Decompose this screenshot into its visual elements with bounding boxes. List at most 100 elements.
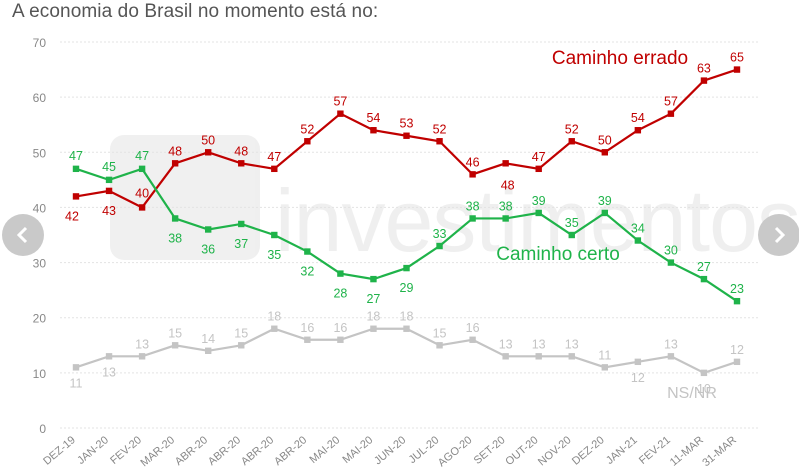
data-point — [502, 215, 509, 222]
x-tick-label: MAR-20 — [138, 434, 177, 469]
data-label: 18 — [267, 310, 281, 324]
data-point — [72, 165, 80, 173]
x-tick-label: SET-20 — [472, 434, 508, 467]
data-label: 63 — [697, 62, 711, 76]
data-point — [601, 209, 608, 217]
x-tick-label: ABR-20 — [206, 434, 243, 468]
data-label: 43 — [102, 204, 116, 218]
data-label: 13 — [664, 337, 678, 351]
data-point — [568, 353, 575, 360]
data-point — [634, 358, 642, 366]
chevron-right-icon — [774, 226, 786, 244]
data-point — [667, 110, 675, 117]
data-label: 10 — [697, 382, 711, 396]
data-label: 29 — [400, 281, 414, 295]
data-label: 12 — [730, 343, 744, 357]
data-label: 34 — [631, 222, 645, 236]
data-point — [502, 353, 509, 360]
data-point — [535, 165, 542, 173]
data-label: 39 — [598, 194, 612, 208]
x-tick-label: ABR-20 — [272, 434, 309, 468]
data-point — [171, 160, 179, 167]
data-point — [535, 209, 542, 217]
y-tick-label: 0 — [39, 422, 46, 436]
x-tick-label: NOV-20 — [536, 434, 574, 468]
data-point — [238, 220, 245, 228]
data-point — [403, 264, 410, 272]
data-label: 65 — [730, 51, 744, 65]
data-point — [733, 358, 741, 366]
series-name-label: Caminho errado — [552, 48, 688, 69]
data-point — [634, 127, 642, 134]
data-point — [205, 226, 212, 233]
x-tick-label: MAI-20 — [307, 434, 342, 466]
x-tick-label: 11-MAR — [668, 434, 706, 469]
next-button[interactable] — [758, 214, 799, 256]
series-name-label: Caminho certo — [496, 244, 620, 265]
data-point — [436, 342, 443, 349]
data-point — [568, 138, 575, 145]
x-tick-label: AGO-20 — [436, 434, 475, 469]
data-label: 38 — [168, 231, 182, 245]
data-label: 18 — [400, 310, 414, 324]
data-point — [205, 149, 212, 156]
data-point — [105, 353, 113, 360]
data-label: 27 — [697, 260, 711, 274]
data-point — [370, 325, 377, 332]
data-label: 37 — [234, 237, 248, 251]
data-point — [105, 176, 113, 184]
data-point — [105, 187, 113, 195]
x-tick-label: FEV-21 — [637, 434, 673, 467]
data-label: 18 — [366, 310, 380, 324]
y-tick-label: 70 — [33, 36, 47, 50]
data-label: 35 — [267, 248, 281, 262]
data-label: 14 — [201, 332, 215, 346]
data-point — [436, 242, 443, 250]
data-label: 46 — [466, 155, 480, 169]
data-label: 50 — [598, 133, 612, 147]
data-point — [72, 193, 80, 200]
data-point — [271, 231, 278, 239]
data-label: 27 — [366, 292, 380, 306]
chevron-left-icon — [16, 226, 28, 244]
data-label: 48 — [168, 144, 182, 158]
data-label: 15 — [433, 326, 447, 340]
data-label: 11 — [70, 376, 83, 390]
data-label: 13 — [532, 337, 546, 351]
data-point — [205, 347, 212, 354]
data-point — [271, 165, 278, 173]
data-label: 15 — [234, 326, 248, 340]
x-tick-label: 31-MAR — [700, 434, 739, 469]
data-label: 57 — [333, 95, 347, 109]
data-label: 35 — [565, 216, 579, 230]
data-point — [700, 77, 708, 84]
data-label: 13 — [102, 365, 116, 379]
data-point — [271, 325, 278, 332]
previous-button[interactable] — [2, 214, 44, 256]
data-label: 38 — [466, 199, 480, 213]
data-label: 30 — [664, 244, 678, 258]
data-label: 13 — [565, 337, 579, 351]
data-point — [238, 342, 245, 349]
data-point — [138, 204, 146, 211]
data-point — [469, 215, 476, 222]
data-point — [469, 336, 476, 343]
x-tick-label: JAN-21 — [604, 434, 640, 467]
data-label: 39 — [532, 194, 546, 208]
data-point — [469, 171, 476, 178]
series-name-label: NS/NR — [667, 385, 717, 402]
x-tick-label: JAN-20 — [75, 434, 111, 467]
data-point — [72, 364, 80, 371]
data-label: 52 — [433, 122, 447, 136]
y-tick-label: 60 — [33, 91, 47, 105]
x-tick-label: ABR-20 — [239, 434, 276, 468]
data-label: 54 — [631, 111, 645, 125]
data-label: 52 — [300, 122, 314, 136]
chart-title: A economia do Brasil no momento está no: — [12, 1, 379, 22]
data-point — [171, 342, 179, 349]
y-tick-label: 30 — [33, 257, 47, 271]
data-point — [700, 275, 708, 283]
data-point — [138, 353, 146, 360]
data-label: 54 — [366, 111, 380, 125]
data-label: 15 — [168, 326, 182, 340]
